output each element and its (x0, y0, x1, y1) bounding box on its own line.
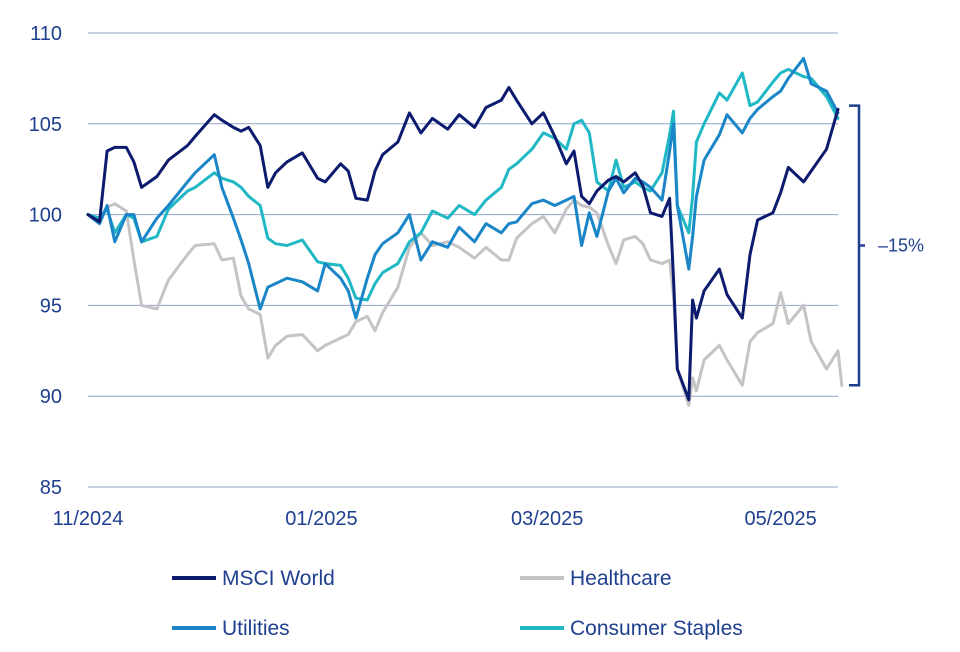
legend-label: MSCI World (222, 567, 335, 590)
y-tick-label: 85 (40, 477, 62, 499)
x-tick-label: 01/2025 (285, 508, 357, 530)
series-line-healthcare (86, 198, 844, 407)
series-line-utilities (86, 56, 840, 320)
legend: MSCI World Healthcare Utilities Consumer St… (172, 567, 743, 640)
x-axis-ticks: 11/2024 01/2025 03/2025 05/2025 (53, 508, 817, 530)
legend-label: Utilities (222, 617, 290, 640)
drawdown-annotation: –15% (849, 104, 924, 387)
y-tick-label: 95 (40, 295, 62, 317)
drawdown-bracket (849, 104, 865, 387)
y-axis-ticks: 85 90 95 100 105 110 (29, 23, 62, 499)
gridlines (88, 32, 838, 488)
series-line-consumer-staples (86, 67, 840, 302)
y-tick-label: 105 (29, 114, 62, 136)
legend-label: Consumer Staples (570, 617, 743, 640)
x-tick-label: 05/2025 (744, 508, 816, 530)
y-tick-label: 100 (29, 205, 62, 227)
drawdown-label: –15% (878, 235, 924, 255)
y-tick-label: 110 (30, 23, 62, 45)
x-tick-label: 03/2025 (511, 508, 583, 530)
series-lines (86, 56, 844, 407)
series-line-msci-world (86, 86, 840, 402)
x-tick-label: 11/2024 (53, 508, 124, 530)
y-tick-label: 90 (40, 386, 62, 408)
legend-label: Healthcare (570, 567, 672, 590)
